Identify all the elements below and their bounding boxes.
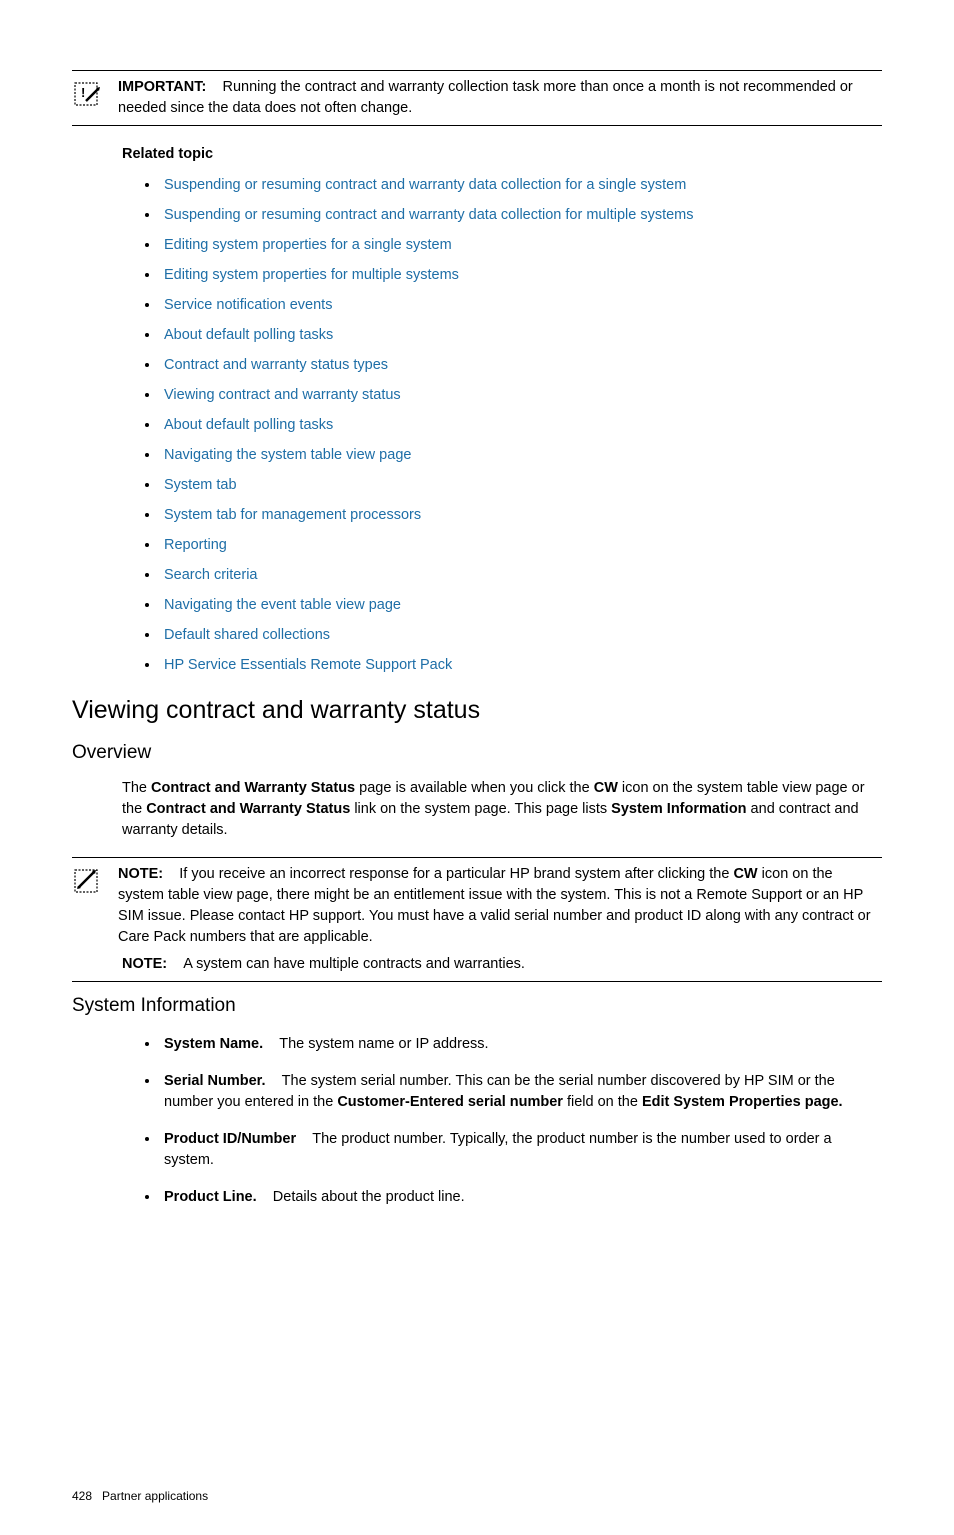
list-item: Navigating the system table view page	[160, 445, 882, 466]
text-bold: System Information	[611, 801, 746, 817]
list-item: About default polling tasks	[160, 325, 882, 346]
definition-term: Product Line.	[164, 1189, 257, 1205]
related-link[interactable]: Navigating the event table view page	[164, 597, 401, 613]
note-callout: NOTE: If you receive an incorrect respon…	[72, 864, 882, 948]
related-link[interactable]: Suspending or resuming contract and warr…	[164, 177, 686, 193]
text: If you receive an incorrect response for…	[179, 866, 733, 882]
overview-paragraph: The Contract and Warranty Status page is…	[122, 778, 882, 841]
important-callout: ! IMPORTANT: Running the contract and wa…	[72, 77, 882, 119]
note-text-1: NOTE: If you receive an incorrect respon…	[118, 864, 882, 948]
text-bold: CW	[733, 866, 757, 882]
list-item: Reporting	[160, 535, 882, 556]
list-item: Editing system properties for multiple s…	[160, 265, 882, 286]
list-item: System tab for management processors	[160, 505, 882, 526]
important-text: IMPORTANT: Running the contract and warr…	[118, 77, 882, 119]
footer-section: Partner applications	[102, 1489, 208, 1503]
definition-text: The system name or IP address.	[279, 1036, 488, 1052]
related-link[interactable]: System tab	[164, 477, 237, 493]
divider	[72, 857, 882, 858]
text: The	[122, 780, 151, 796]
list-item: Navigating the event table view page	[160, 595, 882, 616]
note-label: NOTE:	[122, 956, 167, 972]
definition-text: Details about the product line.	[273, 1189, 465, 1205]
svg-text:!: !	[81, 85, 85, 100]
text-bold: CW	[594, 780, 618, 796]
related-link[interactable]: Service notification events	[164, 297, 332, 313]
list-item: Service notification events	[160, 295, 882, 316]
related-link[interactable]: Navigating the system table view page	[164, 447, 411, 463]
list-item: Search criteria	[160, 565, 882, 586]
list-item: System tab	[160, 475, 882, 496]
important-body: Running the contract and warranty collec…	[118, 79, 853, 116]
related-link[interactable]: Editing system properties for a single s…	[164, 237, 452, 253]
related-link[interactable]: About default polling tasks	[164, 417, 333, 433]
list-item: HP Service Essentials Remote Support Pac…	[160, 655, 882, 676]
text-bold: Contract and Warranty Status	[146, 801, 350, 817]
related-link[interactable]: Viewing contract and warranty status	[164, 387, 401, 403]
definition-term: System Name.	[164, 1036, 263, 1052]
section-heading: Viewing contract and warranty status	[72, 692, 882, 728]
note-text-2: NOTE: A system can have multiple contrac…	[122, 954, 882, 975]
list-item: Default shared collections	[160, 625, 882, 646]
list-item: About default polling tasks	[160, 415, 882, 436]
related-link[interactable]: HP Service Essentials Remote Support Pac…	[164, 657, 452, 673]
note-block: NOTE: If you receive an incorrect respon…	[72, 857, 882, 982]
definition-item: Product ID/Number The product number. Ty…	[160, 1129, 882, 1171]
related-link[interactable]: About default polling tasks	[164, 327, 333, 343]
divider	[72, 70, 882, 71]
related-topic-heading: Related topic	[122, 144, 882, 165]
overview-heading: Overview	[72, 739, 882, 767]
text: page is available when you click the	[355, 780, 594, 796]
definition-term: Product ID/Number	[164, 1131, 296, 1147]
important-label: IMPORTANT:	[118, 79, 206, 95]
related-link[interactable]: Search criteria	[164, 567, 257, 583]
text-bold: Contract and Warranty Status	[151, 780, 355, 796]
related-links-list: Suspending or resuming contract and warr…	[160, 175, 882, 676]
related-link[interactable]: Editing system properties for multiple s…	[164, 267, 459, 283]
note-label: NOTE:	[118, 866, 163, 882]
list-item: Viewing contract and warranty status	[160, 385, 882, 406]
divider	[72, 125, 882, 126]
divider	[72, 981, 882, 982]
related-link[interactable]: Contract and warranty status types	[164, 357, 388, 373]
list-item: Contract and warranty status types	[160, 355, 882, 376]
definition-term: Serial Number.	[164, 1073, 266, 1089]
related-link[interactable]: Default shared collections	[164, 627, 330, 643]
important-icon: !	[72, 79, 102, 116]
list-item: Suspending or resuming contract and warr…	[160, 205, 882, 226]
definition-item: Product Line. Details about the product …	[160, 1187, 882, 1208]
text: field on the	[563, 1094, 642, 1110]
related-link[interactable]: Suspending or resuming contract and warr…	[164, 207, 694, 223]
text-bold: Edit System Properties page.	[642, 1094, 843, 1110]
list-item: Suspending or resuming contract and warr…	[160, 175, 882, 196]
page-footer: 428 Partner applications	[72, 1488, 882, 1505]
text: link on the system page. This page lists	[350, 801, 611, 817]
definition-item: System Name. The system name or IP addre…	[160, 1034, 882, 1055]
text-bold: Customer-Entered serial number	[337, 1094, 563, 1110]
related-link[interactable]: Reporting	[164, 537, 227, 553]
system-info-heading: System Information	[72, 992, 882, 1020]
text: A system can have multiple contracts and…	[183, 956, 525, 972]
list-item: Editing system properties for a single s…	[160, 235, 882, 256]
related-link[interactable]: System tab for management processors	[164, 507, 421, 523]
note-icon	[72, 866, 102, 903]
definition-item: Serial Number. The system serial number.…	[160, 1071, 882, 1113]
page-number: 428	[72, 1489, 92, 1503]
system-info-list: System Name. The system name or IP addre…	[160, 1034, 882, 1208]
